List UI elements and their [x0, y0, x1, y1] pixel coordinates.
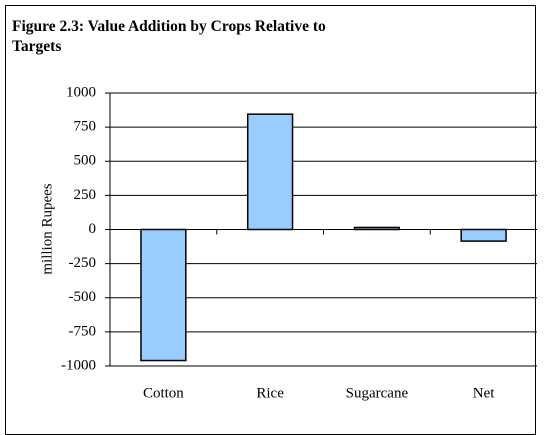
x-tick-label: Sugarcane: [346, 385, 409, 401]
bar: [140, 228, 187, 362]
chart-title: Figure 2.3: Value Addition by Crops Rela…: [12, 18, 326, 55]
y-tick-label: -1000: [61, 357, 96, 373]
bar: [246, 113, 294, 231]
page: Figure 2.3: Value Addition by Crops Rela…: [5, 5, 537, 435]
chart: million Rupees -1000 -750 -500 -250 0 250 500 7…: [39, 84, 537, 401]
y-tick-label: -250: [69, 255, 97, 271]
bar: [353, 226, 401, 231]
y-tick-label: 500: [74, 153, 97, 169]
bar: [460, 228, 507, 242]
x-tick-label: Cotton: [143, 385, 184, 401]
y-tick-label: 0: [89, 221, 97, 237]
y-tick-label: 250: [74, 187, 97, 203]
y-tick-label: -750: [69, 323, 97, 339]
y-axis-label: million Rupees: [39, 183, 55, 274]
x-tick-label: Net: [473, 385, 495, 401]
y-tick-label: 750: [74, 119, 97, 135]
x-tick-label: Rice: [256, 385, 284, 401]
y-tick-label: 1000: [66, 84, 96, 100]
y-tick-label: -500: [69, 289, 97, 305]
